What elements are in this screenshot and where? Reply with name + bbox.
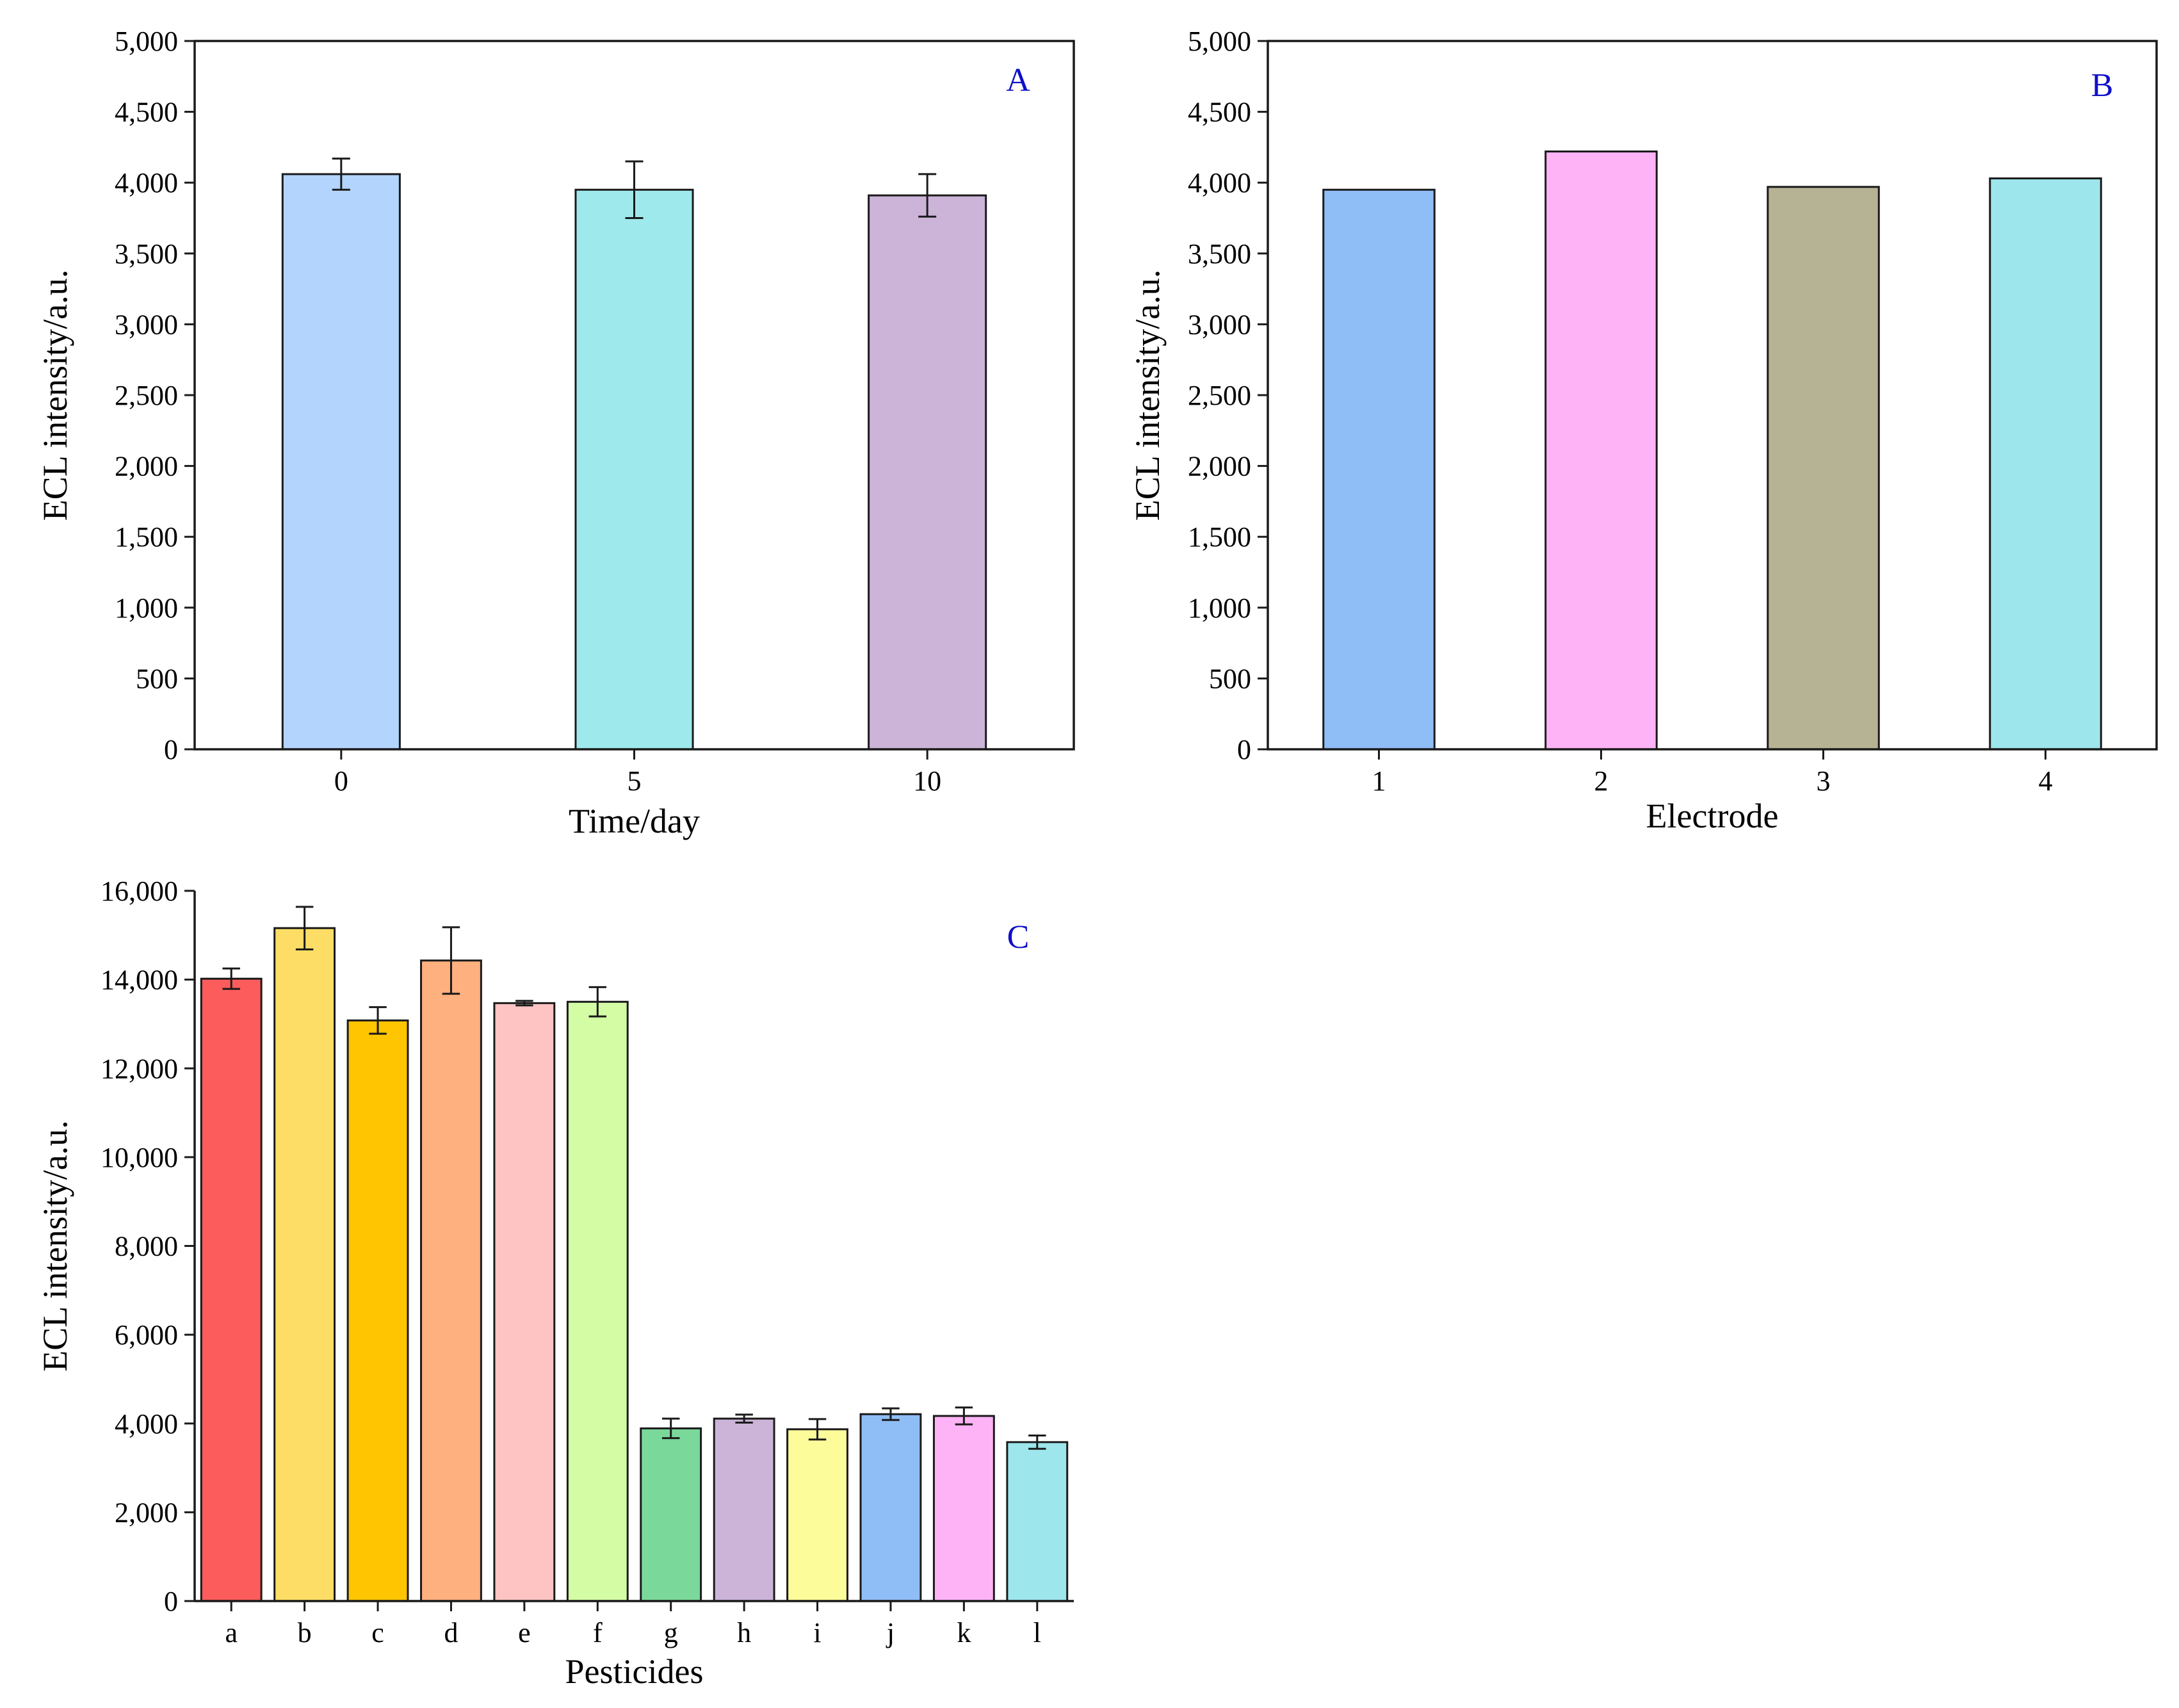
error-bar-j bbox=[882, 1407, 900, 1421]
x-tick-label: 1 bbox=[1372, 765, 1386, 797]
x-tick-label: b bbox=[298, 1617, 312, 1648]
y-tick-label: 1,000 bbox=[1188, 592, 1251, 624]
bar-k bbox=[932, 1415, 995, 1602]
bar-1 bbox=[1322, 188, 1436, 751]
y-tick-label: 14,000 bbox=[101, 964, 178, 996]
error-bar-i bbox=[808, 1418, 827, 1441]
error-bar-l bbox=[1028, 1434, 1046, 1450]
x-tick-label: l bbox=[1033, 1617, 1041, 1648]
y-tick-label: 2,500 bbox=[115, 380, 178, 411]
bar-f bbox=[566, 1000, 629, 1602]
error-bar-b bbox=[295, 906, 314, 950]
y-tick-label: 2,000 bbox=[1188, 451, 1251, 482]
bar-0 bbox=[281, 173, 401, 751]
x-tick-label: 4 bbox=[2039, 765, 2053, 797]
y-axis-title: ECL intensity/a.u. bbox=[36, 270, 74, 521]
bar-d bbox=[420, 959, 482, 1602]
error-bar-10 bbox=[918, 173, 937, 218]
x-tick-label: j bbox=[886, 1617, 895, 1648]
y-tick-label: 1,500 bbox=[115, 521, 178, 553]
y-tick-label: 1,000 bbox=[115, 592, 178, 624]
bar-e bbox=[493, 1002, 556, 1602]
bar-g bbox=[640, 1427, 702, 1602]
x-tick-label: e bbox=[518, 1617, 531, 1648]
chart-panel-b: 0 500 1,000 1,500 2,000 2,500 3,000 3,500 4,000 4… bbox=[1128, 26, 2158, 835]
bar-h bbox=[713, 1417, 775, 1602]
y-tick-label: 4,000 bbox=[115, 1408, 178, 1440]
x-tick-label: 10 bbox=[913, 765, 941, 797]
x-tick-label: h bbox=[737, 1617, 751, 1648]
y-tick-label: 3,000 bbox=[1188, 309, 1251, 340]
bar-3 bbox=[1767, 186, 1880, 751]
y-tick-label: 0 bbox=[164, 734, 178, 765]
y-tick-label: 4,000 bbox=[115, 167, 178, 199]
x-tick-label: a bbox=[225, 1617, 238, 1648]
y-tick-label: 2,500 bbox=[1188, 380, 1251, 411]
y-tick-label: 10,000 bbox=[101, 1142, 178, 1173]
error-bar-k bbox=[955, 1406, 973, 1426]
bar-5 bbox=[574, 188, 694, 751]
y-tick-label: 1,500 bbox=[1188, 521, 1251, 553]
y-axis-title: ECL intensity/a.u. bbox=[36, 1120, 74, 1371]
bar-2 bbox=[1544, 150, 1658, 751]
bar-a bbox=[200, 977, 263, 1602]
y-tick-label: 16,000 bbox=[101, 875, 178, 907]
x-tick-label: g bbox=[664, 1617, 678, 1648]
y-tick-label: 5,000 bbox=[115, 26, 178, 57]
x-tick-label: 5 bbox=[628, 765, 642, 797]
error-bar-f bbox=[588, 986, 607, 1018]
bar-b bbox=[273, 927, 336, 1602]
y-tick-label: 500 bbox=[136, 663, 178, 694]
y-tick-label: 5,000 bbox=[1188, 26, 1251, 57]
x-axis-title: Electrode bbox=[1646, 797, 1779, 835]
error-bar-g bbox=[661, 1417, 680, 1440]
x-axis-title: Pesticides bbox=[565, 1652, 704, 1691]
x-tick-label: 3 bbox=[1817, 765, 1831, 797]
x-tick-label: 2 bbox=[1594, 765, 1608, 797]
y-tick-label: 6,000 bbox=[115, 1319, 178, 1351]
x-tick-label: i bbox=[813, 1617, 821, 1648]
x-tick-label: k bbox=[957, 1617, 971, 1648]
panel-label: A bbox=[1006, 62, 1030, 99]
bar-c bbox=[346, 1019, 409, 1602]
y-tick-label: 0 bbox=[164, 1586, 178, 1617]
x-tick-label: 0 bbox=[334, 765, 348, 797]
y-tick-label: 4,000 bbox=[1188, 167, 1251, 199]
panel-label: B bbox=[2091, 67, 2114, 104]
error-bar-c bbox=[369, 1006, 387, 1035]
error-bar-h bbox=[735, 1413, 753, 1424]
y-tick-label: 4,500 bbox=[1188, 97, 1251, 128]
x-axis-title: Time/day bbox=[569, 802, 700, 840]
y-axis-title: ECL intensity/a.u. bbox=[1128, 270, 1167, 521]
x-tick-label: d bbox=[444, 1617, 458, 1648]
y-tick-label: 3,500 bbox=[115, 238, 178, 270]
y-tick-label: 12,000 bbox=[101, 1053, 178, 1084]
y-tick-label: 2,000 bbox=[115, 451, 178, 482]
y-tick-label: 2,000 bbox=[115, 1497, 178, 1528]
bar-4 bbox=[1989, 177, 2102, 751]
bar-10 bbox=[868, 194, 987, 751]
bar-i bbox=[786, 1428, 848, 1602]
y-tick-label: 3,500 bbox=[1188, 238, 1251, 270]
y-tick-label: 500 bbox=[1209, 663, 1251, 694]
y-tick-label: 8,000 bbox=[115, 1231, 178, 1262]
bar-j bbox=[859, 1413, 922, 1602]
error-bar-0 bbox=[332, 158, 350, 191]
chart-panel-a: 0 500 1,000 1,500 2,000 2,500 3,000 3,500 4,000 4… bbox=[36, 26, 1075, 840]
y-tick-label: 4,500 bbox=[115, 97, 178, 128]
y-tick-label: 0 bbox=[1237, 734, 1251, 765]
error-bar-e bbox=[515, 1000, 533, 1007]
x-tick-label: f bbox=[593, 1617, 603, 1648]
x-tick-label: c bbox=[371, 1617, 384, 1648]
error-bar-a bbox=[222, 967, 240, 990]
error-bar-d bbox=[442, 926, 460, 995]
error-bar-5 bbox=[625, 160, 644, 219]
bar-l bbox=[1006, 1441, 1069, 1602]
y-tick-label: 3,000 bbox=[115, 309, 178, 340]
panel-label: C bbox=[1007, 919, 1030, 956]
chart-panel-c: 0 2,000 4,000 6,000 8,000 10,000 12,000 14,000 1… bbox=[36, 875, 1074, 1691]
